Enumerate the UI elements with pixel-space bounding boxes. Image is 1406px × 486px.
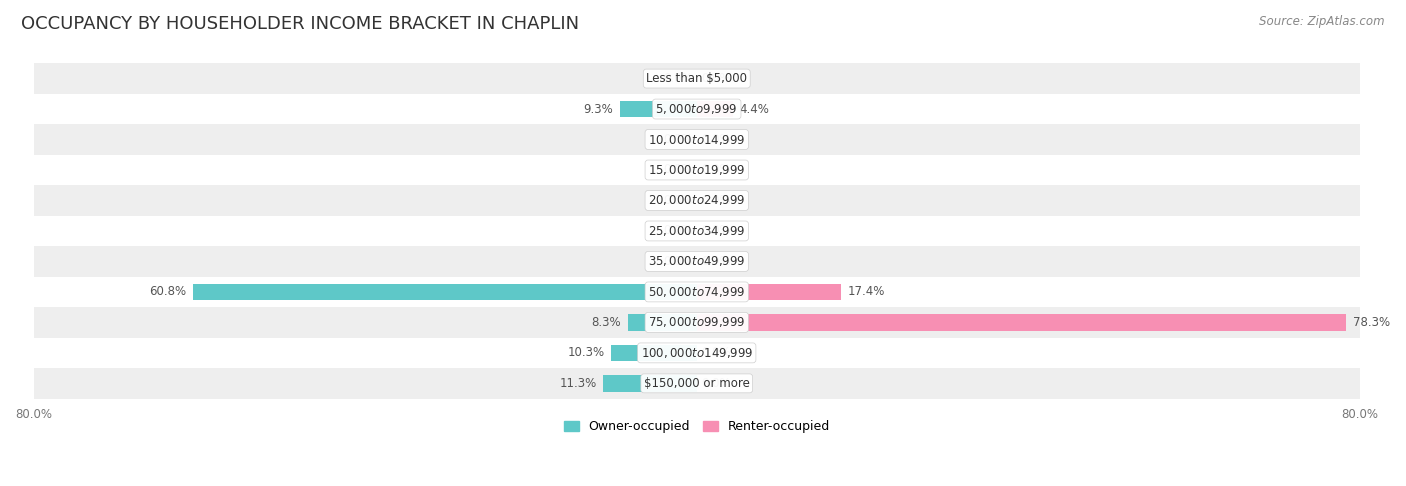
Bar xyxy=(612,345,697,361)
Text: 0.0%: 0.0% xyxy=(702,347,731,359)
Text: 10.3%: 10.3% xyxy=(568,347,605,359)
Text: 0.0%: 0.0% xyxy=(664,255,693,268)
Text: Less than $5,000: Less than $5,000 xyxy=(647,72,747,85)
Bar xyxy=(620,101,697,118)
Text: $75,000 to $99,999: $75,000 to $99,999 xyxy=(648,315,745,330)
Text: 0.0%: 0.0% xyxy=(702,72,731,85)
Bar xyxy=(697,283,841,300)
Text: $25,000 to $34,999: $25,000 to $34,999 xyxy=(648,224,745,238)
Text: $35,000 to $49,999: $35,000 to $49,999 xyxy=(648,255,745,268)
Legend: Owner-occupied, Renter-occupied: Owner-occupied, Renter-occupied xyxy=(558,415,835,438)
Bar xyxy=(34,185,1360,216)
Text: 11.3%: 11.3% xyxy=(560,377,596,390)
Text: $5,000 to $9,999: $5,000 to $9,999 xyxy=(655,102,738,116)
Text: 0.0%: 0.0% xyxy=(702,194,731,207)
Bar xyxy=(34,63,1360,94)
Bar xyxy=(34,338,1360,368)
Text: 0.0%: 0.0% xyxy=(702,133,731,146)
Bar xyxy=(697,314,1346,331)
Text: 9.3%: 9.3% xyxy=(583,103,613,116)
Text: 60.8%: 60.8% xyxy=(149,285,186,298)
Text: $15,000 to $19,999: $15,000 to $19,999 xyxy=(648,163,745,177)
Text: 0.0%: 0.0% xyxy=(664,225,693,238)
Bar xyxy=(34,246,1360,277)
Bar xyxy=(34,307,1360,338)
Bar xyxy=(34,94,1360,124)
Text: 0.0%: 0.0% xyxy=(664,133,693,146)
Text: $10,000 to $14,999: $10,000 to $14,999 xyxy=(648,133,745,146)
Bar xyxy=(34,124,1360,155)
Bar xyxy=(697,101,734,118)
Text: 4.4%: 4.4% xyxy=(740,103,769,116)
Text: 0.0%: 0.0% xyxy=(664,163,693,176)
Text: $100,000 to $149,999: $100,000 to $149,999 xyxy=(641,346,754,360)
Bar xyxy=(193,283,697,300)
Bar xyxy=(34,216,1360,246)
Text: $50,000 to $74,999: $50,000 to $74,999 xyxy=(648,285,745,299)
Text: 17.4%: 17.4% xyxy=(848,285,884,298)
Text: 0.0%: 0.0% xyxy=(702,225,731,238)
Text: 8.3%: 8.3% xyxy=(592,316,621,329)
Bar xyxy=(628,314,697,331)
Text: 0.0%: 0.0% xyxy=(702,377,731,390)
Text: 0.0%: 0.0% xyxy=(664,194,693,207)
Text: OCCUPANCY BY HOUSEHOLDER INCOME BRACKET IN CHAPLIN: OCCUPANCY BY HOUSEHOLDER INCOME BRACKET … xyxy=(21,15,579,33)
Text: 0.0%: 0.0% xyxy=(702,255,731,268)
Text: Source: ZipAtlas.com: Source: ZipAtlas.com xyxy=(1260,15,1385,28)
Text: $20,000 to $24,999: $20,000 to $24,999 xyxy=(648,193,745,208)
Text: 78.3%: 78.3% xyxy=(1353,316,1389,329)
Bar xyxy=(34,277,1360,307)
Bar xyxy=(603,375,697,392)
Text: $150,000 or more: $150,000 or more xyxy=(644,377,749,390)
Bar xyxy=(34,368,1360,399)
Bar xyxy=(34,155,1360,185)
Text: 0.0%: 0.0% xyxy=(664,72,693,85)
Text: 0.0%: 0.0% xyxy=(702,163,731,176)
